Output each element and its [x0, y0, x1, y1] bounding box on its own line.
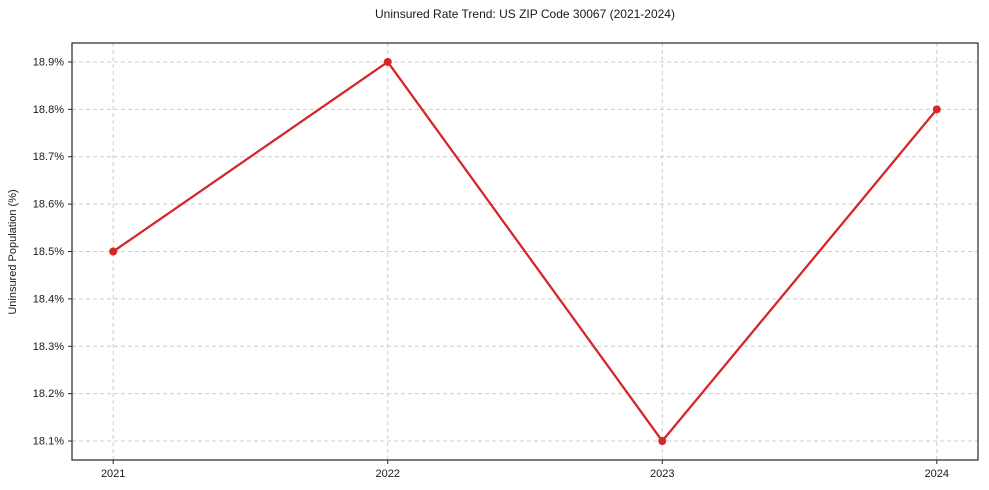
- y-tick-label: 18.5%: [33, 246, 64, 258]
- data-point: [383, 57, 392, 66]
- y-tick-label: 18.3%: [33, 341, 64, 353]
- data-point: [932, 105, 941, 114]
- x-tick-label: 2022: [375, 468, 399, 480]
- chart-title: Uninsured Rate Trend: US ZIP Code 30067 …: [375, 7, 675, 21]
- x-tick-label: 2024: [925, 468, 949, 480]
- trend-line: [112, 60, 938, 443]
- data-point: [658, 437, 667, 446]
- y-tick-label: 18.8%: [33, 104, 64, 116]
- x-tick-label: 2021: [101, 468, 125, 480]
- y-tick-label: 18.6%: [33, 199, 64, 211]
- y-tick-label: 18.1%: [33, 436, 64, 448]
- y-tick-label: 18.4%: [33, 293, 64, 305]
- x-tick-label: 2023: [650, 468, 674, 480]
- y-tick-label: 18.7%: [33, 151, 64, 163]
- data-point: [109, 247, 118, 256]
- y-tick-label: 18.2%: [33, 388, 64, 400]
- y-tick-label: 18.9%: [33, 56, 64, 68]
